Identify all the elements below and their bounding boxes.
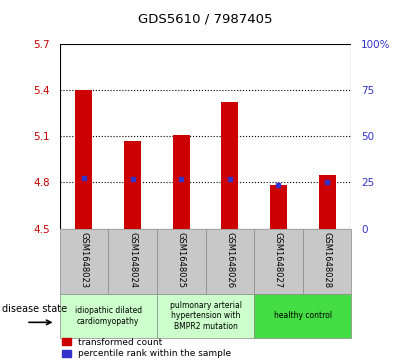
Bar xyxy=(254,229,303,294)
Bar xyxy=(60,229,108,294)
Bar xyxy=(270,185,287,229)
Bar xyxy=(60,294,157,338)
Text: GSM1648023: GSM1648023 xyxy=(79,232,88,288)
Text: GSM1648028: GSM1648028 xyxy=(323,232,332,288)
Text: disease state: disease state xyxy=(2,303,67,314)
Text: idiopathic dilated
cardiomyopathy: idiopathic dilated cardiomyopathy xyxy=(75,306,142,326)
Text: GSM1648026: GSM1648026 xyxy=(225,232,234,288)
Bar xyxy=(303,229,351,294)
Bar xyxy=(254,294,351,338)
Bar xyxy=(157,294,254,338)
Text: GSM1648024: GSM1648024 xyxy=(128,232,137,288)
Bar xyxy=(173,135,190,229)
Bar xyxy=(108,229,157,294)
Bar xyxy=(75,90,92,229)
Bar xyxy=(157,229,206,294)
Text: GSM1648025: GSM1648025 xyxy=(177,232,186,288)
Text: GDS5610 / 7987405: GDS5610 / 7987405 xyxy=(138,13,273,26)
Bar xyxy=(319,175,336,229)
Text: GSM1648027: GSM1648027 xyxy=(274,232,283,288)
Bar xyxy=(124,141,141,229)
Bar xyxy=(221,102,238,229)
Bar xyxy=(206,229,254,294)
Text: pulmonary arterial
hypertension with
BMPR2 mutation: pulmonary arterial hypertension with BMP… xyxy=(169,301,242,331)
Legend: transformed count, percentile rank within the sample: transformed count, percentile rank withi… xyxy=(62,338,231,359)
Text: healthy control: healthy control xyxy=(274,311,332,320)
